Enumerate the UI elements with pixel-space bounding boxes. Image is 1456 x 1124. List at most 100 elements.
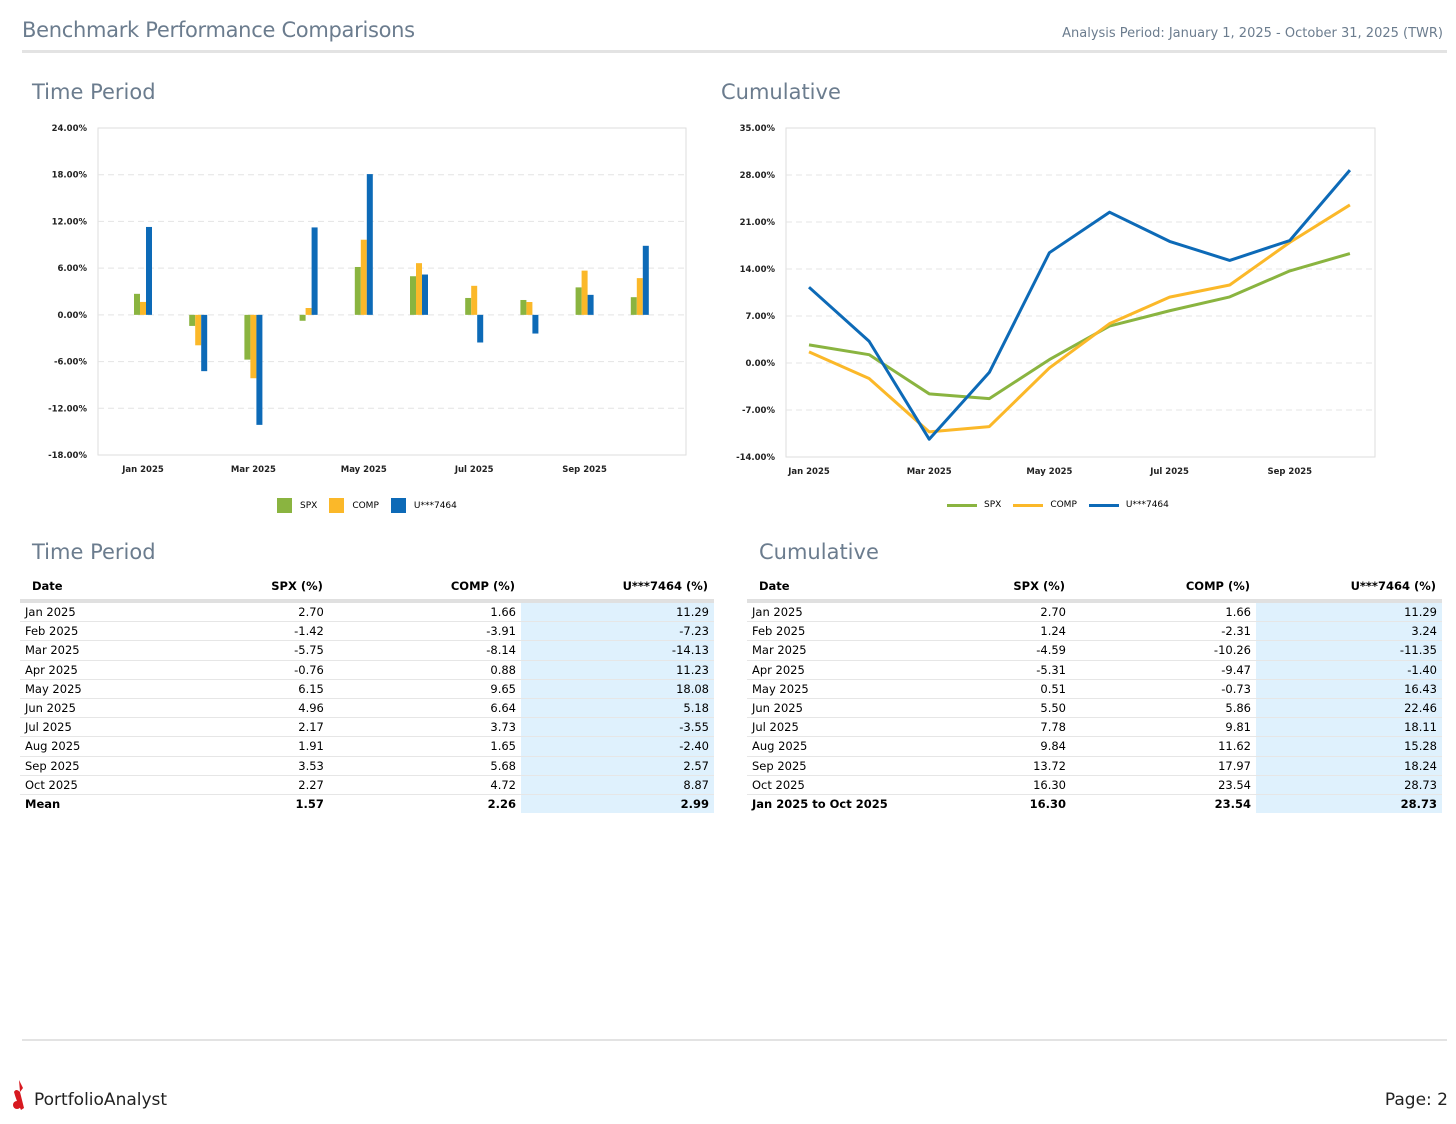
- table-cell: -14.13: [521, 640, 714, 661]
- bar-2-6: [477, 314, 484, 343]
- time-period-chart-title: Time Period: [32, 80, 156, 104]
- x-tick-label: Jan 2025: [787, 467, 830, 477]
- table-cell: 2.57: [521, 756, 714, 776]
- table-cell: -2.31: [1071, 621, 1256, 642]
- bar-1-6: [471, 285, 478, 315]
- table-row: Oct 2025 16.30 23.54 28.73: [747, 775, 1442, 795]
- y-tick-label: 21.00%: [740, 218, 776, 228]
- table-row: Jan 2025 2.70 1.66 11.29: [747, 601, 1442, 623]
- table-cell: 18.11: [1256, 717, 1442, 738]
- time-period-chart-legend: SPX COMP U***7464: [277, 498, 469, 513]
- x-tick-label: Jan 2025: [121, 465, 164, 475]
- table-row: Mar 2025 -5.75 -8.14 -14.13: [20, 640, 714, 661]
- table-cell: -0.73: [1071, 679, 1256, 699]
- table-row: Aug 2025 1.91 1.65 -2.40: [20, 736, 714, 757]
- table-cell: 13.72: [907, 756, 1071, 776]
- table-cell: -4.59: [907, 640, 1071, 661]
- series-line-1: [808, 203, 1351, 434]
- bar-2-1: [201, 314, 208, 372]
- cumulative-table: Date SPX (%) COMP (%) U***7464 (%) Jan 2025…: [747, 573, 1442, 814]
- time-period-table: Date SPX (%) COMP (%) U***7464 (%) Jan 2025…: [20, 573, 714, 814]
- table-cell: 2.99: [521, 794, 714, 814]
- cumulative-line-chart: 35.00% 28.00% 21.00% 14.00% 7.00% 0.00% -7.00%…: [736, 124, 1376, 477]
- x-tick-label: May 2025: [341, 465, 387, 475]
- y-tick-label: -7.00%: [742, 406, 775, 416]
- bar-0-1: [189, 314, 196, 326]
- legend-label: SPX: [300, 500, 318, 511]
- table-cell: Jan 2025: [20, 601, 176, 623]
- legend-label: COMP: [1050, 500, 1077, 510]
- bar-0-9: [630, 297, 637, 315]
- table-row: Jun 2025 5.50 5.86 22.46: [747, 698, 1442, 719]
- y-tick-label: -6.00%: [54, 358, 87, 368]
- bar-1-7: [526, 302, 533, 315]
- bar-1-5: [416, 263, 422, 315]
- bar-0-2: [244, 314, 251, 360]
- x-tick-label: Jul 2025: [454, 465, 494, 475]
- column-header: COMP (%): [1071, 573, 1256, 603]
- table-cell: 4.72: [328, 775, 521, 795]
- footer-divider: [22, 1039, 1447, 1041]
- table-cell: Mar 2025: [20, 640, 176, 661]
- y-tick-label: 24.00%: [52, 124, 88, 134]
- y-tick-label: 28.00%: [740, 171, 776, 181]
- column-header: U***7464 (%): [521, 573, 714, 603]
- table-row: Feb 2025 -1.42 -3.91 -7.23: [20, 621, 714, 642]
- table-cell: 16.30: [1029, 796, 1066, 811]
- bar-1-1: [195, 314, 202, 346]
- table-cell: Aug 2025: [20, 736, 176, 757]
- bar-0-5: [410, 276, 416, 315]
- bar-0-8: [575, 287, 582, 315]
- table-cell: 16.43: [1256, 679, 1442, 699]
- table-row: Jun 2025 4.96 6.64 5.18: [20, 698, 714, 719]
- legend-swatch: [277, 498, 292, 513]
- table-cell: 1.57: [295, 796, 324, 811]
- table-cell: Feb 2025: [20, 621, 176, 642]
- cumulative-table-title: Cumulative: [759, 540, 879, 564]
- y-tick-label: 7.00%: [746, 312, 776, 322]
- table-cell: 1.66: [328, 601, 521, 623]
- table-cell: Oct 2025: [20, 775, 176, 795]
- bar-0-7: [520, 299, 527, 315]
- table-cell: Sep 2025: [20, 756, 176, 776]
- series-line-0: [808, 252, 1351, 401]
- legend-item: U***7464: [1088, 500, 1169, 510]
- x-tick-label: Mar 2025: [231, 465, 276, 475]
- table-cell: 3.24: [1256, 621, 1442, 642]
- table-cell: 11.62: [1071, 736, 1256, 757]
- column-header: Date: [20, 573, 176, 603]
- table-cell: Jan 2025: [747, 601, 907, 623]
- table-row: Jan 2025 2.70 1.66 11.29: [20, 601, 714, 623]
- table-cell: 28.73: [1256, 775, 1442, 795]
- table-cell: Jun 2025: [747, 698, 907, 719]
- table-cell: Apr 2025: [747, 660, 907, 680]
- summary-row: Jan 2025 to Oct 2025 16.30 23.54 28.73: [747, 794, 1442, 814]
- time-period-bar-chart: 24.00% 18.00% 12.00% 6.00% 0.00% -6.00% -12.00…: [48, 124, 687, 475]
- table-row: Jul 2025 2.17 3.73 -3.55: [20, 717, 714, 738]
- table-cell: -1.40: [1256, 660, 1442, 680]
- table-cell: 4.96: [175, 698, 329, 719]
- table-cell: 18.24: [1256, 756, 1442, 776]
- table-cell: 11.29: [521, 601, 714, 623]
- table-cell: Sep 2025: [747, 756, 907, 776]
- table-cell: Aug 2025: [747, 736, 907, 757]
- cumulative-chart-title: Cumulative: [721, 80, 841, 104]
- y-tick-label: 35.00%: [740, 124, 776, 134]
- table-cell: 28.73: [1256, 794, 1442, 814]
- bar-1-4: [360, 239, 367, 315]
- table-cell: Jun 2025: [20, 698, 176, 719]
- bar-2-0: [146, 226, 152, 315]
- legend-label: U***7464: [413, 500, 457, 511]
- table-cell: -8.14: [328, 640, 521, 661]
- bar-2-5: [422, 274, 428, 315]
- table-cell: 1.66: [1071, 601, 1256, 623]
- table-header-row: Date SPX (%) COMP (%) U***7464 (%): [20, 573, 714, 603]
- table-row: Mar 2025 -4.59 -10.26 -11.35: [747, 640, 1442, 661]
- page-header: Benchmark Performance Comparisons Analys…: [22, 14, 1447, 53]
- table-cell: -3.91: [328, 621, 521, 642]
- series-line-2: [807, 169, 1352, 441]
- table-cell: -2.40: [521, 736, 714, 757]
- column-header: U***7464 (%): [1256, 573, 1442, 603]
- table-cell: 2.70: [907, 601, 1071, 623]
- table-cell: 3.73: [328, 717, 521, 738]
